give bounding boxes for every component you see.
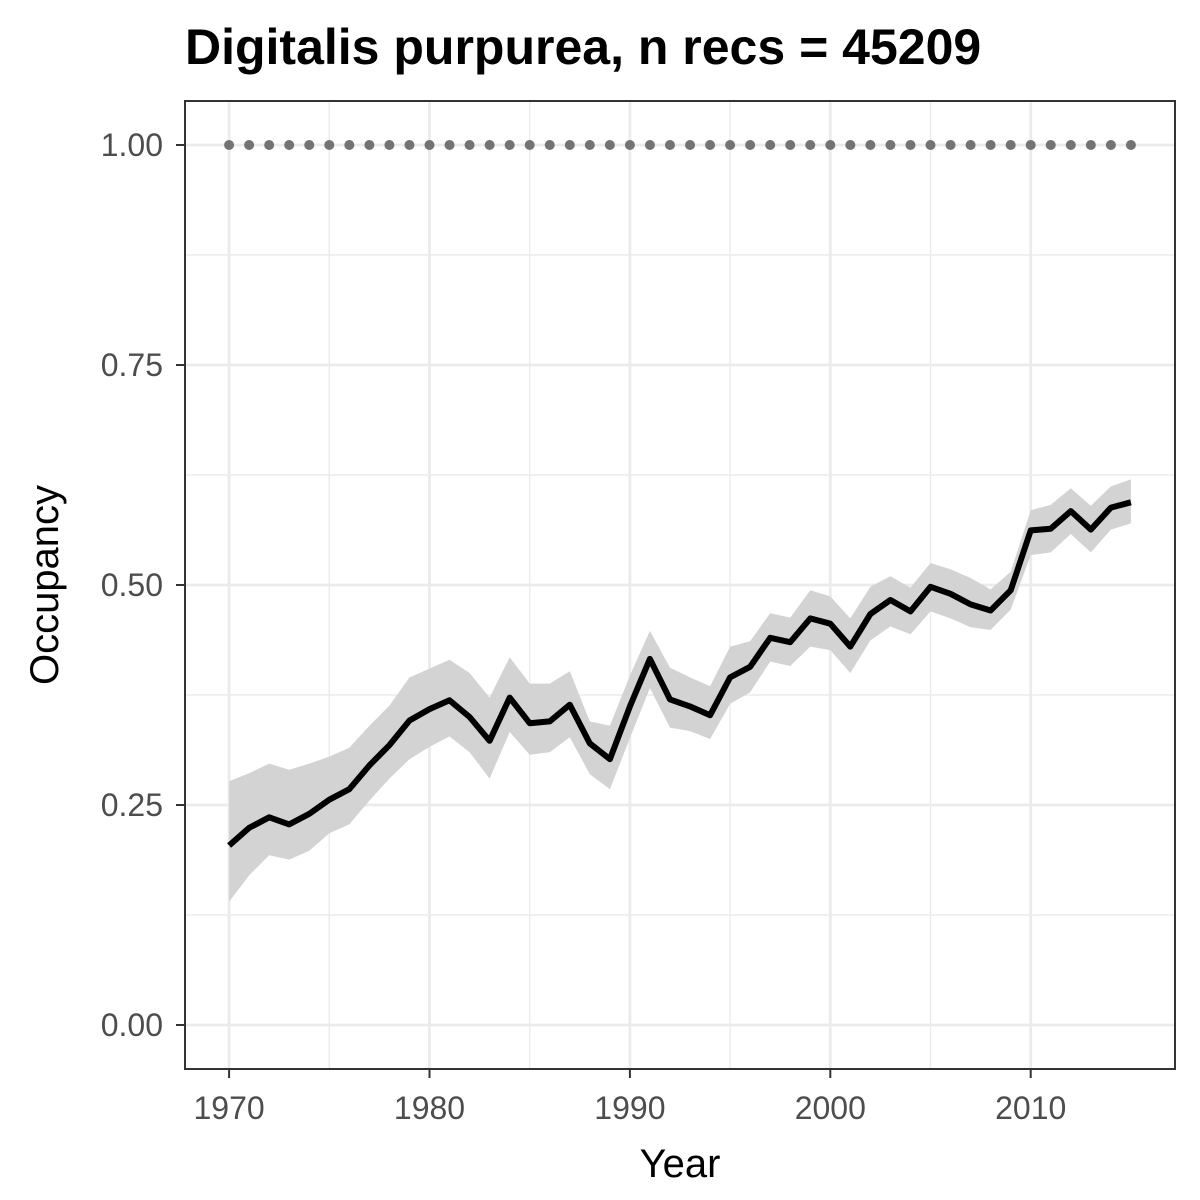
y-tick-label: 0.75 (101, 347, 163, 383)
x-tick-label: 1970 (193, 1090, 264, 1126)
reference-dot (725, 140, 736, 150)
x-axis: 1970 1980 1990 2000 2010 (193, 1069, 1066, 1126)
reference-dot (925, 140, 936, 150)
reference-dot (1045, 140, 1056, 150)
reference-dot (685, 140, 696, 150)
reference-dot (1085, 140, 1096, 150)
reference-dot (705, 140, 716, 150)
reference-dot (805, 140, 816, 150)
reference-dot (564, 140, 575, 150)
line-layer (227, 499, 1132, 848)
x-axis-title: Year (640, 1142, 721, 1186)
reference-dot (1005, 140, 1016, 150)
reference-dot (765, 140, 776, 150)
reference-dot (604, 140, 615, 150)
reference-dot (865, 140, 876, 150)
reference-dot (584, 140, 595, 150)
chart-title: Digitalis purpurea, n recs = 45209 (185, 19, 982, 75)
reference-dot (304, 140, 315, 150)
reference-dot (424, 140, 435, 150)
reference-dot (324, 140, 335, 150)
reference-dot (845, 140, 856, 150)
x-tick-label: 1980 (394, 1090, 465, 1126)
reference-dot (464, 140, 475, 150)
occupancy-line (227, 499, 1132, 848)
reference-dot (284, 140, 295, 150)
y-axis-title: Occupancy (23, 485, 67, 685)
reference-dot (664, 140, 675, 150)
reference-dot (644, 140, 655, 150)
reference-dot (905, 140, 916, 150)
reference-dot (965, 140, 976, 150)
reference-dot (624, 140, 635, 150)
reference-dot (985, 140, 996, 150)
reference-dot (484, 140, 495, 150)
reference-dot (224, 140, 235, 150)
x-tick-label: 1990 (594, 1090, 665, 1126)
reference-dot (244, 140, 255, 150)
reference-dot (344, 140, 355, 150)
dots-layer (224, 140, 1136, 150)
reference-dot (504, 140, 515, 150)
reference-dot (1125, 140, 1136, 150)
reference-dot (1105, 140, 1116, 150)
y-tick-label: 0.50 (101, 567, 163, 603)
reference-dot (745, 140, 756, 150)
reference-dot (364, 140, 375, 150)
reference-dot (264, 140, 275, 150)
y-tick-label: 1.00 (101, 127, 163, 163)
reference-dot (945, 140, 956, 150)
reference-dot (785, 140, 796, 150)
x-tick-label: 2010 (995, 1090, 1066, 1126)
reference-dot (885, 140, 896, 150)
reference-dot (544, 140, 555, 150)
y-tick-label: 0.00 (101, 1007, 163, 1043)
confidence-ribbon (229, 479, 1131, 902)
y-tick-label: 0.25 (101, 787, 163, 823)
reference-dot (404, 140, 415, 150)
reference-dot (825, 140, 836, 150)
reference-dot (524, 140, 535, 150)
ribbon-layer (229, 479, 1131, 902)
reference-dot (1025, 140, 1036, 150)
reference-dot (384, 140, 395, 150)
reference-dot (444, 140, 455, 150)
x-tick-label: 2000 (795, 1090, 866, 1126)
reference-dot (1065, 140, 1076, 150)
y-axis: 0.00 0.25 0.50 0.75 1.00 (101, 127, 185, 1043)
